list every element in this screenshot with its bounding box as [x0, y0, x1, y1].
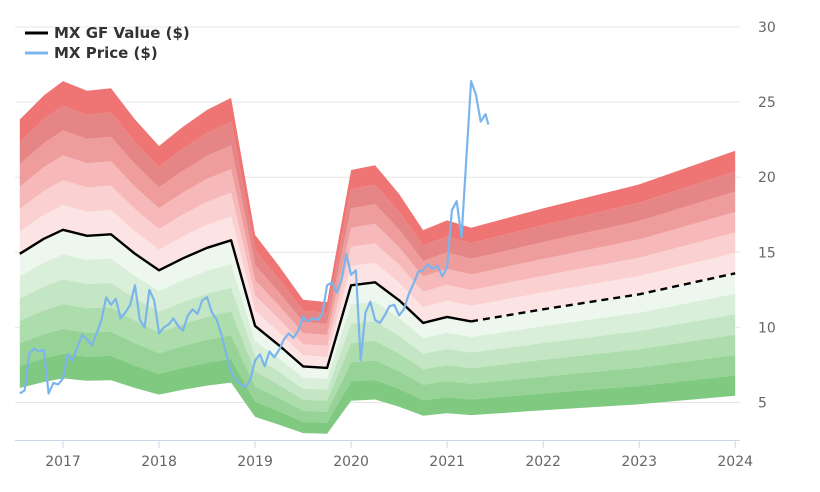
x-tick-label: 2020	[333, 454, 369, 470]
y-tick-label: 10	[758, 320, 776, 336]
overvalued-band	[19, 155, 736, 346]
overvalued-band	[19, 180, 736, 357]
y-tick-label: 30	[758, 20, 776, 36]
x-tick-label: 2018	[141, 454, 177, 470]
x-tick-label: 2021	[429, 454, 465, 470]
axes: 5 10 15 20 25 30 2017 2018 2019 2020 2021 2022 2023 2…	[15, 20, 776, 470]
legend-label: MX GF Value ($)	[54, 24, 190, 42]
x-tick-label: 2024	[717, 454, 753, 470]
gf-value-line	[19, 228, 472, 370]
undervalued-band	[19, 304, 736, 412]
x-tick-label: 2023	[621, 454, 657, 470]
legend-label: MX Price ($)	[54, 44, 158, 62]
price-line	[19, 80, 490, 395]
y-tick-label: 15	[758, 245, 776, 261]
undervalued-band	[19, 328, 736, 423]
valuation-bands	[19, 81, 736, 434]
x-tick-label: 2019	[237, 454, 273, 470]
y-tick-label: 20	[758, 170, 776, 186]
y-tick-label: 5	[758, 395, 767, 411]
overvalued-band	[19, 130, 736, 335]
overvalued-band	[19, 105, 736, 325]
x-tick-label: 2022	[525, 454, 561, 470]
legend: MX GF Value ($) MX Price ($)	[25, 24, 190, 62]
x-tick-label: 2017	[45, 454, 81, 470]
undervalued-band	[19, 229, 736, 379]
series-lines	[19, 80, 736, 395]
y-tick-label: 25	[758, 95, 776, 111]
overvalued-band	[19, 205, 736, 368]
gf-value-projection-line	[470, 272, 736, 323]
undervalued-band	[19, 353, 736, 434]
overvalued-band	[19, 81, 736, 314]
